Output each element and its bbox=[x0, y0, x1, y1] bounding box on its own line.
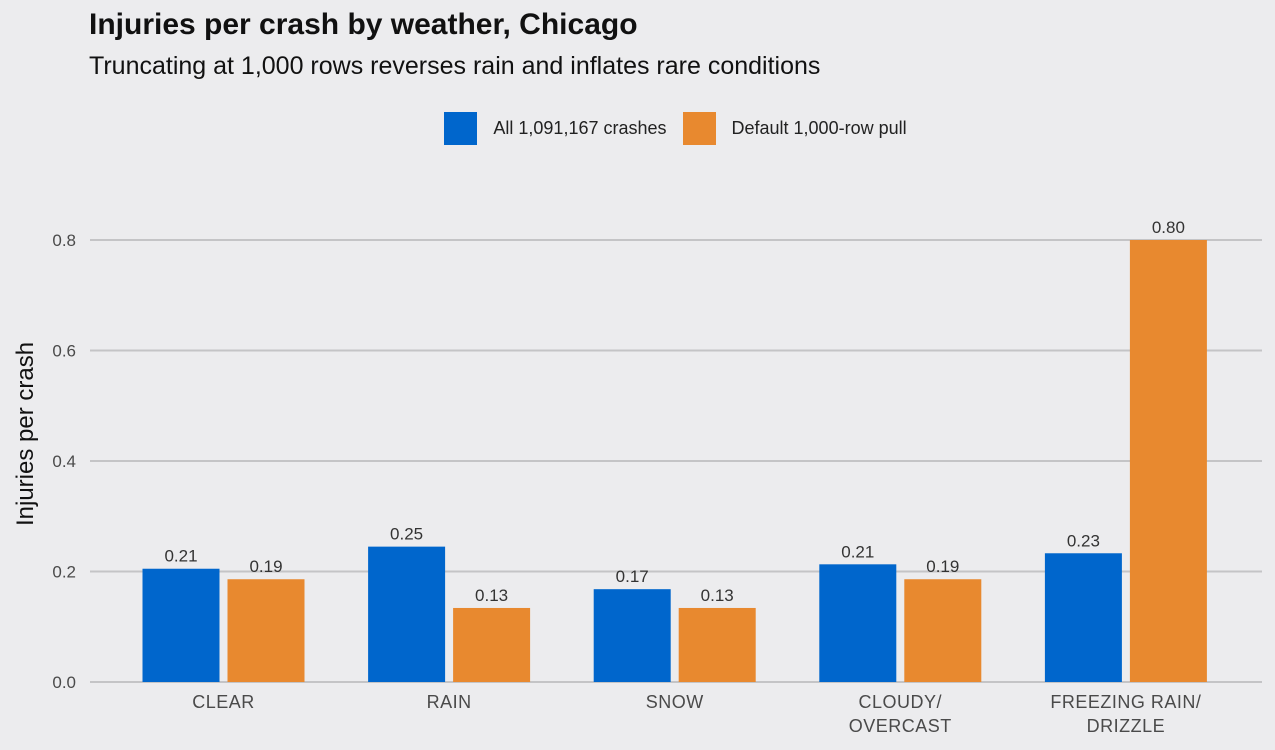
y-tick-label: 0.4 bbox=[52, 452, 76, 471]
x-category-label: CLEAR bbox=[192, 692, 255, 712]
chart-title: Injuries per crash by weather, Chicago bbox=[89, 8, 638, 41]
x-category-label: OVERCAST bbox=[849, 716, 952, 736]
bar-default-pull bbox=[453, 607, 531, 682]
data-label: 0.21 bbox=[164, 547, 197, 566]
bar-default-pull bbox=[904, 579, 982, 682]
y-axis-title: Injuries per crash bbox=[12, 342, 39, 526]
bar-all-crashes bbox=[593, 589, 671, 682]
y-axis-ticks: 0.0 0.2 0.4 0.6 0.8 bbox=[52, 231, 76, 692]
data-label: 0.21 bbox=[841, 542, 874, 561]
x-category-label: SNOW bbox=[646, 692, 704, 712]
y-tick-label: 0.2 bbox=[52, 563, 76, 582]
x-category-label: CLOUDY/ bbox=[859, 692, 943, 712]
bar-all-crashes bbox=[368, 546, 446, 682]
legend-swatch-default-pull bbox=[682, 111, 716, 145]
x-category-label: DRIZZLE bbox=[1087, 716, 1166, 736]
bar-all-crashes bbox=[1044, 553, 1122, 682]
data-label: 0.17 bbox=[616, 567, 649, 586]
legend: All 1,091,167 crashes Default 1,000-row … bbox=[0, 111, 1275, 145]
x-category-label: FREEZING RAIN/ bbox=[1050, 692, 1201, 712]
data-label: 0.13 bbox=[475, 586, 508, 605]
data-labels: 0.21 0.19 0.25 0.13 0.17 0.13 0.21 0.19 0.23 0.80 bbox=[164, 218, 1184, 605]
bars bbox=[142, 240, 1207, 682]
bar-default-pull bbox=[678, 607, 756, 682]
legend-label-all-crashes: All 1,091,167 crashes bbox=[493, 117, 667, 138]
y-tick-label: 0.6 bbox=[52, 342, 76, 361]
y-tick-label: 0.0 bbox=[52, 673, 76, 692]
data-label: 0.25 bbox=[390, 525, 423, 544]
bar-default-pull bbox=[1129, 240, 1207, 682]
legend-item-default-pull: Default 1,000-row pull bbox=[682, 111, 907, 145]
legend-swatch-all-crashes bbox=[444, 111, 478, 145]
legend-item-all-crashes: All 1,091,167 crashes bbox=[444, 111, 667, 145]
bar-all-crashes bbox=[819, 564, 897, 682]
data-label: 0.13 bbox=[701, 586, 734, 605]
data-label: 0.80 bbox=[1152, 218, 1185, 237]
legend-label-default-pull: Default 1,000-row pull bbox=[731, 117, 907, 138]
x-axis-categories: CLEAR RAIN SNOW CLOUDY/OVERCAST FREEZING RAI… bbox=[192, 692, 1201, 736]
x-category-label: RAIN bbox=[427, 692, 472, 712]
data-label: 0.19 bbox=[926, 557, 959, 576]
y-tick-label: 0.8 bbox=[52, 231, 76, 250]
bar-all-crashes bbox=[142, 568, 220, 682]
data-label: 0.19 bbox=[249, 557, 282, 576]
bar-default-pull bbox=[227, 579, 305, 682]
data-label: 0.23 bbox=[1067, 531, 1100, 550]
chart-subtitle: Truncating at 1,000 rows reverses rain a… bbox=[89, 52, 821, 80]
